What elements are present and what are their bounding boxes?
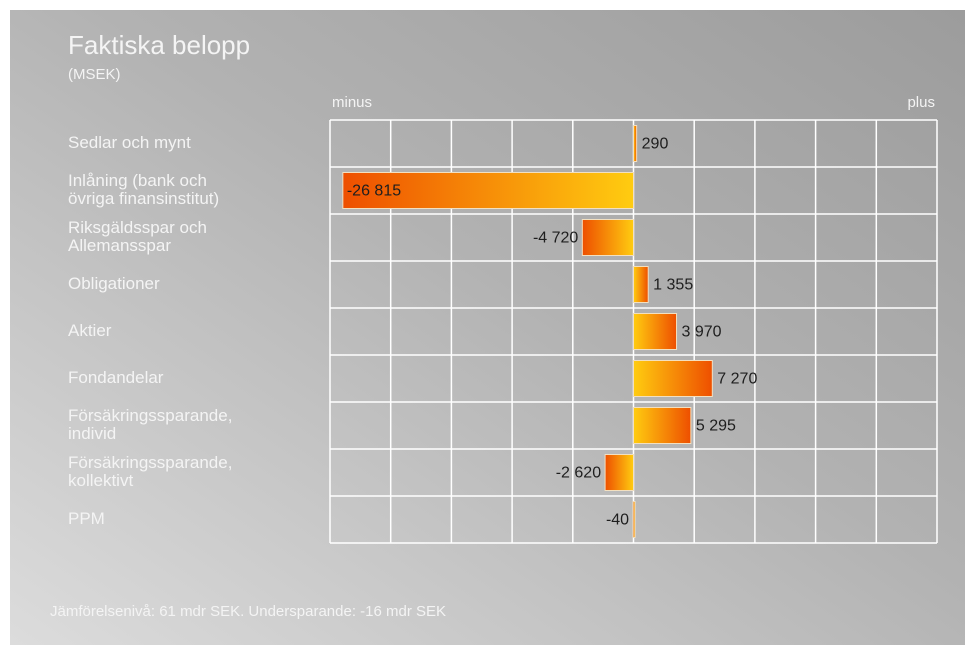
plus-label: plus (907, 94, 935, 111)
bar (632, 501, 636, 538)
bar (633, 360, 713, 397)
value-label: 3 970 (682, 324, 722, 341)
bar (604, 454, 635, 491)
value-label: -4 720 (533, 230, 578, 247)
footnote: Jämförelsenivå: 61 mdr SEK. Undersparand… (50, 603, 447, 620)
value-label: -2 620 (556, 465, 601, 482)
value-label: -40 (606, 512, 629, 529)
category-label: Sedlar och mynt (68, 132, 191, 152)
bar (633, 313, 678, 350)
bar (342, 172, 634, 209)
value-label: 7 270 (717, 371, 757, 388)
category-label: Aktier (68, 320, 112, 340)
category-label: PPM (68, 508, 105, 528)
value-label: 290 (642, 136, 669, 153)
value-label: 1 355 (653, 277, 693, 294)
chart-subtitle: (MSEK) (68, 66, 121, 83)
bar (633, 125, 638, 162)
value-label: 5 295 (696, 418, 736, 435)
category-label: Inlåning (bank och övriga finansinstitut… (68, 170, 220, 208)
category-label: Riksgäldsspar och Allemansspar (68, 217, 207, 255)
bar (581, 219, 634, 256)
value-label: -26 815 (347, 183, 401, 200)
bar (633, 266, 649, 303)
category-label: Fondandelar (68, 367, 164, 387)
minus-label: minus (332, 94, 373, 111)
category-label: Försäkringssparande, individ (68, 405, 233, 443)
chart-title: Faktiska belopp (68, 30, 251, 60)
category-label: Försäkringssparande, kollektivt (68, 452, 233, 490)
category-label: Obligationer (68, 273, 160, 293)
bar (633, 407, 692, 444)
panel (10, 10, 965, 645)
